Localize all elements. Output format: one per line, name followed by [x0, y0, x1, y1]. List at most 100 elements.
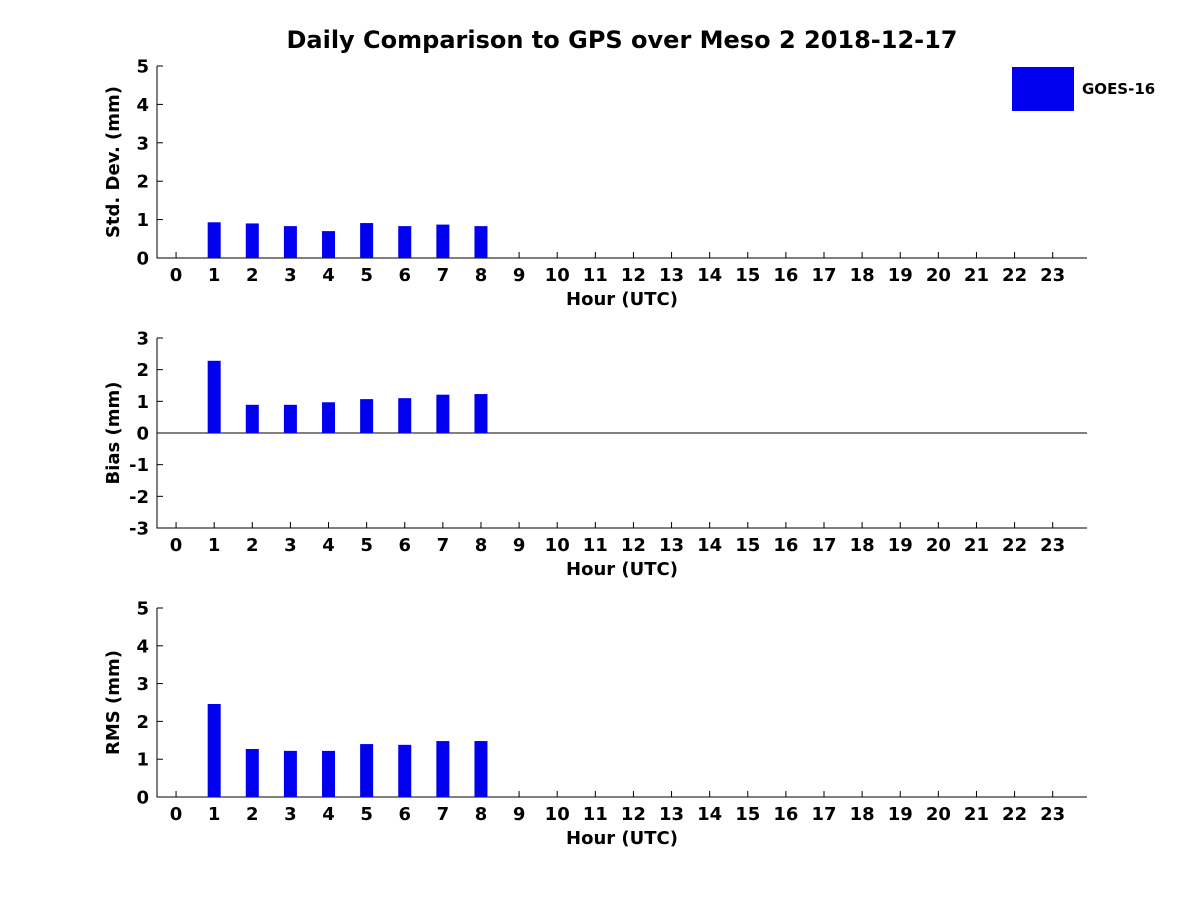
x-tick-label: 9 [513, 265, 526, 286]
x-tick-label: 3 [284, 265, 297, 286]
x-axis-label: Hour (UTC) [566, 559, 678, 580]
y-tick-label: -2 [129, 487, 149, 508]
x-tick-label: 5 [360, 265, 373, 286]
x-tick-label: 20 [926, 804, 951, 825]
x-tick-label: 13 [659, 265, 684, 286]
x-tick-label: 15 [735, 804, 760, 825]
y-tick-label: 0 [136, 424, 149, 445]
x-tick-label: 17 [811, 535, 836, 556]
x-tick-label: 17 [811, 265, 836, 286]
x-tick-label: 11 [583, 265, 608, 286]
x-tick-label: 9 [513, 535, 526, 556]
x-tick-label: 3 [284, 804, 297, 825]
y-tick-label: 1 [136, 210, 149, 231]
x-tick-label: 20 [926, 535, 951, 556]
y-tick-label: 4 [136, 95, 149, 116]
x-tick-label: 16 [773, 265, 798, 286]
x-tick-label: 23 [1040, 804, 1065, 825]
y-tick-label: 3 [136, 674, 149, 695]
bar [436, 224, 450, 258]
x-tick-label: 10 [545, 535, 570, 556]
x-tick-label: 3 [284, 535, 297, 556]
x-tick-label: 18 [850, 804, 875, 825]
x-tick-label: 7 [437, 265, 450, 286]
x-tick-label: 12 [621, 535, 646, 556]
x-tick-label: 5 [360, 804, 373, 825]
x-tick-label: 21 [964, 804, 989, 825]
x-tick-label: 18 [850, 265, 875, 286]
x-tick-label: 21 [964, 535, 989, 556]
bar [398, 226, 412, 258]
y-axis-label: Std. Dev. (mm) [103, 86, 124, 238]
bar [360, 744, 374, 797]
y-tick-label: 5 [136, 57, 149, 78]
x-tick-label: 5 [360, 535, 373, 556]
x-tick-label: 22 [1002, 265, 1027, 286]
x-tick-label: 1 [208, 535, 221, 556]
x-tick-label: 2 [246, 804, 259, 825]
bar [207, 704, 221, 797]
y-tick-label: -1 [129, 455, 149, 476]
bar [360, 223, 374, 258]
x-tick-label: 11 [583, 535, 608, 556]
x-tick-label: 16 [773, 535, 798, 556]
x-tick-label: 18 [850, 535, 875, 556]
x-tick-label: 4 [322, 804, 335, 825]
bar [322, 402, 336, 433]
x-tick-label: 22 [1002, 535, 1027, 556]
x-tick-label: 0 [170, 265, 183, 286]
bar [474, 394, 488, 433]
x-tick-label: 10 [545, 804, 570, 825]
y-tick-label: 0 [136, 788, 149, 809]
bar [245, 748, 259, 797]
bar [322, 750, 336, 797]
bar [398, 398, 412, 433]
x-tick-label: 6 [398, 535, 411, 556]
bar [283, 750, 297, 797]
x-tick-label: 12 [621, 265, 646, 286]
x-tick-label: 21 [964, 265, 989, 286]
bar [474, 226, 488, 258]
y-tick-label: 3 [136, 329, 149, 350]
x-tick-label: 1 [208, 804, 221, 825]
y-tick-label: 0 [136, 249, 149, 270]
x-tick-label: 13 [659, 535, 684, 556]
x-tick-label: 14 [697, 265, 722, 286]
legend: GOES-16 [1012, 67, 1155, 111]
x-tick-label: 15 [735, 535, 760, 556]
bar [474, 741, 488, 797]
y-tick-label: 4 [136, 636, 149, 657]
bar [322, 231, 336, 258]
x-tick-label: 15 [735, 265, 760, 286]
x-tick-label: 2 [246, 535, 259, 556]
x-tick-label: 23 [1040, 535, 1065, 556]
y-tick-label: -3 [129, 519, 149, 540]
x-tick-label: 19 [888, 535, 913, 556]
x-tick-label: 14 [697, 535, 722, 556]
x-tick-label: 23 [1040, 265, 1065, 286]
x-tick-label: 13 [659, 804, 684, 825]
x-tick-label: 0 [170, 535, 183, 556]
x-tick-label: 6 [398, 265, 411, 286]
bar [245, 223, 259, 258]
bar [436, 394, 450, 433]
x-tick-label: 7 [437, 535, 450, 556]
x-tick-label: 22 [1002, 804, 1027, 825]
y-tick-label: 5 [136, 599, 149, 620]
x-tick-label: 1 [208, 265, 221, 286]
x-tick-label: 12 [621, 804, 646, 825]
bar [436, 741, 450, 797]
x-tick-label: 11 [583, 804, 608, 825]
x-axis-label: Hour (UTC) [566, 828, 678, 849]
y-tick-label: 1 [136, 392, 149, 413]
x-tick-label: 16 [773, 804, 798, 825]
bar [398, 744, 412, 797]
bar [245, 404, 259, 433]
chart-title: Daily Comparison to GPS over Meso 2 2018… [286, 26, 958, 54]
x-tick-label: 20 [926, 265, 951, 286]
x-tick-label: 19 [888, 265, 913, 286]
y-tick-label: 2 [136, 172, 149, 193]
y-axis-label: Bias (mm) [103, 382, 124, 485]
x-tick-label: 19 [888, 804, 913, 825]
